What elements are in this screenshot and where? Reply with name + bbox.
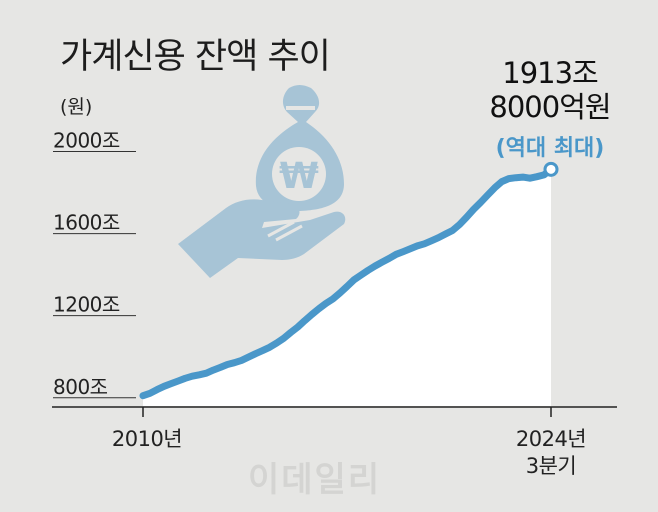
money-bag-hand-icon: ₩ <box>178 85 346 278</box>
x-tick-label: 3분기 <box>526 454 577 478</box>
y-tick-label: 800조 <box>53 375 108 399</box>
latest-value-line2: 8000억원 <box>489 90 611 125</box>
y-tick-label: 1200조 <box>53 293 120 317</box>
latest-value-callout: 1913조 8000억원 <box>470 56 630 124</box>
y-tick-label: 2000조 <box>53 128 120 152</box>
publisher-watermark: 이데일리 <box>248 460 382 500</box>
series-line <box>139 165 555 400</box>
y-axis-unit-label: (원) <box>60 96 93 118</box>
chart-title: 가계신용 잔액 추이 <box>60 37 331 77</box>
y-tick-label: 1600조 <box>53 211 120 235</box>
x-tick-label: 2010년 <box>112 427 182 451</box>
latest-point-marker <box>543 161 559 177</box>
latest-value-line1: 1913조 <box>502 56 598 90</box>
x-tick-label: 2024년 <box>516 427 586 451</box>
svg-text:₩: ₩ <box>279 156 319 197</box>
record-high-note: (역대 최대) <box>495 136 605 161</box>
